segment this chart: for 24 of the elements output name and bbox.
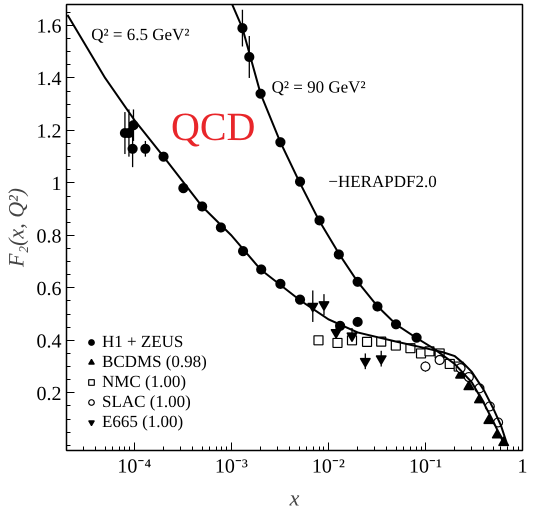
y-tick-label: 0.4: [36, 330, 62, 352]
annotation: −HERAPDF2.0: [328, 172, 437, 191]
legend-label: BCDMS (0.98): [102, 352, 207, 372]
legend-label: H1 + ZEUS: [102, 332, 184, 352]
legend-label: NMC (1.00): [102, 372, 186, 392]
annotation: Q² = 6.5 GeV²: [91, 24, 190, 44]
y-tick-label: 1.6: [36, 15, 62, 38]
x-tick-label: 1: [518, 456, 528, 478]
y-axis-title: F₂(x, Q²): [4, 188, 28, 268]
y-tick-label: 1.2: [36, 120, 62, 142]
annotation: QCD: [170, 104, 256, 149]
x-tick-label: 10⁻²: [312, 456, 345, 478]
x-tick-label: 10⁻³: [214, 456, 248, 478]
legend-label: SLAC (1.00): [102, 392, 191, 412]
x-axis-title: x: [288, 486, 300, 510]
legend-label: E665 (1.00): [102, 412, 184, 432]
y-tick-label: 0.6: [36, 278, 62, 300]
y-tick-label: 0.2: [36, 382, 62, 405]
x-tick-label: 10⁻¹: [408, 456, 442, 478]
y-tick-label: 0.8: [36, 225, 62, 248]
y-tick-label: 1: [52, 172, 62, 195]
annotation: Q² = 90 GeV²: [272, 77, 366, 96]
y-tick-label: 1.4: [36, 68, 62, 90]
x-tick-label: 10⁻⁴: [117, 456, 152, 478]
